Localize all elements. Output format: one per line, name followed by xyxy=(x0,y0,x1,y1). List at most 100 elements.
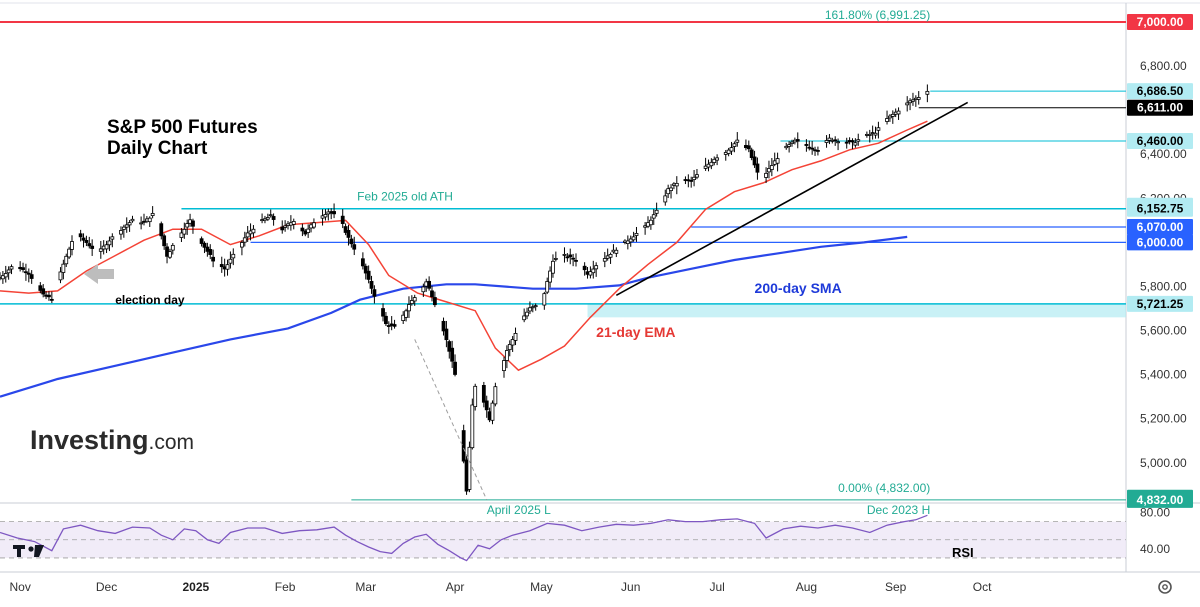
candle-body xyxy=(58,271,63,281)
candle-body xyxy=(90,245,95,249)
candle-body xyxy=(467,446,472,490)
time-tick-label: Dec xyxy=(96,580,117,594)
candle-body xyxy=(271,216,276,220)
candle-body xyxy=(346,229,351,238)
candle-body xyxy=(533,305,538,308)
candle-body xyxy=(853,142,858,146)
candle-body xyxy=(84,240,89,243)
candle-body xyxy=(3,273,8,278)
candle-body xyxy=(553,257,558,260)
candle-body xyxy=(231,253,236,259)
candle-body xyxy=(251,228,256,234)
annotation-label: Feb 2025 old ATH xyxy=(357,190,453,204)
candle-body xyxy=(9,266,14,270)
annotation-label: election day xyxy=(115,293,185,307)
price-label-text: 7,000.00 xyxy=(1137,15,1184,29)
candle-body xyxy=(372,289,377,297)
candle-body xyxy=(715,157,720,161)
price-label-text: 6,152.75 xyxy=(1137,202,1184,216)
candle-body xyxy=(528,307,532,312)
candle-body xyxy=(896,110,901,115)
price-tick-label: 6,800.00 xyxy=(1140,59,1187,73)
candle-body xyxy=(594,265,599,270)
candle-body xyxy=(732,143,737,147)
candle-body xyxy=(551,260,555,274)
candle-body xyxy=(343,226,348,233)
candle-body xyxy=(908,100,912,104)
candle-body xyxy=(202,242,207,248)
candle-body xyxy=(110,236,115,240)
candle-body xyxy=(856,139,861,142)
candle-body xyxy=(827,137,832,141)
annotation-layer: 161.80% (6,991.25) Feb 2025 old ATH electi… xyxy=(115,8,930,517)
candle-body xyxy=(312,222,316,228)
candle-body xyxy=(41,288,46,295)
candle-body xyxy=(432,297,437,306)
candle-body xyxy=(764,172,768,178)
candle-body xyxy=(726,149,731,154)
candle-body xyxy=(332,211,336,215)
candle-body xyxy=(481,385,486,403)
candle-body xyxy=(64,255,69,265)
candle-body xyxy=(26,272,31,275)
candle-body xyxy=(568,254,573,258)
candle-body xyxy=(185,223,190,228)
price-label-box xyxy=(1127,99,1193,116)
candle-body xyxy=(38,285,43,291)
price-label-text: 6,686.50 xyxy=(1137,84,1184,98)
candle-body xyxy=(571,257,576,260)
candle-body xyxy=(787,144,792,147)
candle-body xyxy=(127,222,132,226)
candle-body xyxy=(49,298,54,301)
price-label-box xyxy=(1127,133,1193,150)
candle-body xyxy=(749,149,754,158)
candle-body xyxy=(441,320,446,332)
candle-body xyxy=(790,141,794,144)
rsi-tick-label: 80.00 xyxy=(1140,506,1170,520)
investing-logo: Investing.com xyxy=(30,425,194,455)
candle-body xyxy=(795,139,800,142)
candle-body xyxy=(873,132,878,136)
time-tick-label: Aug xyxy=(796,580,817,594)
time-tick-label: Jul xyxy=(709,580,724,594)
rsi-line xyxy=(0,514,928,562)
candle-body xyxy=(381,308,385,317)
candle-body xyxy=(168,251,172,258)
candle-body xyxy=(735,139,740,143)
price-label-text: 5,721.25 xyxy=(1137,297,1184,311)
candle-body xyxy=(199,238,204,244)
candle-body xyxy=(219,264,224,268)
candle-body xyxy=(386,325,391,327)
time-tick-label: Jun xyxy=(621,580,640,594)
candle-body xyxy=(407,304,411,312)
price-label-box xyxy=(1127,83,1193,100)
candle-body xyxy=(121,226,126,230)
chart-subtitle: Daily Chart xyxy=(107,138,208,159)
gear-icon[interactable] xyxy=(1158,580,1172,594)
price-label: 6,460.00 xyxy=(1127,133,1193,150)
candle-body xyxy=(709,161,714,167)
candle-body xyxy=(470,404,475,449)
price-tick-label: 5,400.00 xyxy=(1140,368,1187,382)
price-tick-label: 5,200.00 xyxy=(1140,412,1187,426)
candle-body xyxy=(548,270,552,283)
candle-body xyxy=(755,163,760,173)
candle-body xyxy=(484,400,489,411)
candle-body xyxy=(211,256,216,262)
candle-body xyxy=(674,182,679,187)
trendline xyxy=(615,101,969,296)
price-label: 6,686.50 xyxy=(1127,83,1193,100)
candle-body xyxy=(545,281,550,293)
candle-body xyxy=(663,195,668,203)
candle-body xyxy=(340,215,345,224)
series-line-sma xyxy=(0,235,908,398)
time-axis: Nov Dec 2025 Feb Mar Apr May Jun Jul Aug Sep Oct xyxy=(9,580,992,594)
candle-body xyxy=(591,268,596,274)
candle-body xyxy=(850,140,855,143)
price-label: 5,721.25 xyxy=(1127,295,1193,312)
candle-body xyxy=(502,360,506,372)
candle-body xyxy=(245,232,250,238)
candle-body xyxy=(78,233,83,238)
time-tick-label: Oct xyxy=(973,580,992,594)
